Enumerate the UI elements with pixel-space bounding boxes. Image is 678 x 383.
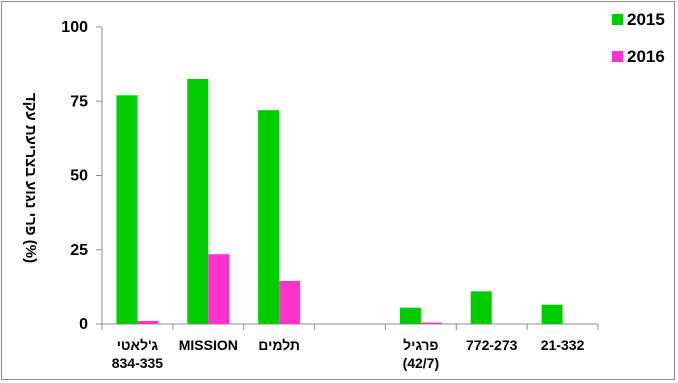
bar-2016-0: [137, 321, 159, 324]
category-label: פרגיל: [403, 337, 438, 353]
bar-2015-6: [541, 304, 563, 324]
y-tick-label: 100: [61, 19, 88, 36]
y-axis-label: פרי נגוע בצריעת עקד (%): [22, 93, 39, 263]
bar-2015-1: [187, 78, 209, 324]
legend-swatch-2016: [612, 51, 623, 62]
category-label: 21-332: [541, 337, 585, 353]
y-tick-label: 25: [70, 242, 88, 259]
category-labels: ג'לאטי 834-335 MISSION תלמים פרגיל (42/7) 772-…: [112, 337, 585, 371]
y-tick-label: 0: [79, 316, 88, 333]
category-label: ג'לאטי: [117, 337, 159, 353]
bar-2015-5: [470, 291, 492, 324]
bars: [116, 78, 563, 324]
legend-label: 2015: [627, 10, 665, 29]
bar-2015-2: [258, 110, 280, 324]
x-axis-ticks: [101, 324, 599, 330]
legend-label: 2016: [627, 47, 665, 66]
category-label: MISSION: [179, 337, 238, 353]
legend: 2015 2016: [612, 10, 665, 66]
y-axis-ticks: 0 25 50 75 100: [61, 19, 102, 333]
category-label: 834-335: [112, 355, 164, 371]
bar-2016-2: [279, 280, 301, 324]
y-tick-label: 75: [70, 93, 88, 110]
bar-2015-4: [399, 307, 421, 324]
category-label: (42/7): [403, 355, 440, 371]
y-tick-label: 50: [70, 168, 88, 185]
bar-2016-4: [420, 322, 442, 324]
legend-swatch-2015: [612, 14, 623, 25]
category-label: 772-273: [466, 337, 518, 353]
category-label: תלמים: [258, 337, 300, 353]
bar-2015-0: [116, 95, 138, 324]
bar-2016-1: [208, 254, 230, 324]
